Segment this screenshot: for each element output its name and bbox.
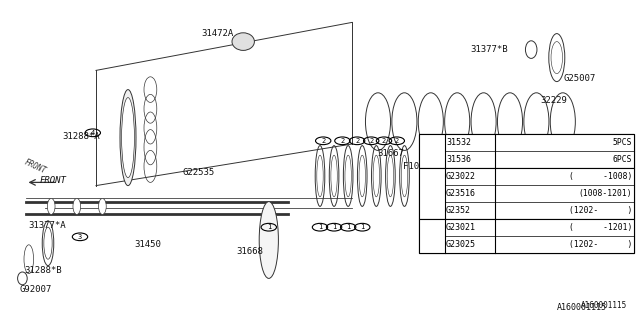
Text: 31536: 31536 (446, 155, 471, 164)
Ellipse shape (232, 33, 254, 51)
Bar (419, 134, 634, 168)
FancyBboxPatch shape (419, 134, 634, 253)
Text: 1: 1 (429, 147, 435, 156)
Text: 1: 1 (360, 224, 364, 230)
Text: FRONT: FRONT (23, 158, 47, 176)
Text: 1: 1 (318, 224, 322, 230)
Text: FRONT: FRONT (40, 176, 67, 185)
Text: G2352: G2352 (446, 206, 471, 215)
Ellipse shape (47, 198, 55, 214)
Text: (1202-      ): (1202- ) (569, 206, 632, 215)
Text: 2: 2 (395, 138, 399, 144)
Text: (1202-      ): (1202- ) (569, 240, 632, 249)
Text: A160001115: A160001115 (581, 301, 627, 310)
Text: 1: 1 (267, 224, 271, 230)
Ellipse shape (120, 90, 136, 186)
Bar (419, 219, 634, 253)
Text: 2: 2 (382, 138, 386, 144)
Text: 31377*A: 31377*A (29, 221, 67, 230)
Text: 2: 2 (369, 138, 373, 144)
Ellipse shape (99, 198, 106, 214)
Text: G25007: G25007 (563, 74, 595, 83)
Text: 1: 1 (346, 224, 350, 230)
Text: G92007: G92007 (19, 285, 51, 294)
Text: G23021: G23021 (446, 223, 476, 232)
Text: 31668: 31668 (237, 247, 264, 256)
Ellipse shape (259, 202, 278, 278)
Text: 31450: 31450 (134, 240, 161, 249)
Text: 2: 2 (321, 138, 325, 144)
Text: 31532: 31532 (446, 138, 471, 147)
Text: G22535: G22535 (182, 168, 214, 177)
Text: G23025: G23025 (446, 240, 476, 249)
Text: 31288*B: 31288*B (24, 266, 62, 275)
Text: 5PCS: 5PCS (613, 138, 632, 147)
Text: 31667: 31667 (378, 149, 404, 158)
Text: 32229: 32229 (541, 96, 568, 105)
Text: (      -1008): ( -1008) (569, 172, 632, 181)
Text: 4: 4 (91, 130, 95, 136)
Text: 31472A: 31472A (202, 29, 234, 38)
Text: F10041: F10041 (403, 162, 435, 171)
Text: 31288*A: 31288*A (63, 132, 100, 140)
Ellipse shape (73, 198, 81, 214)
Text: (      -1201): ( -1201) (569, 223, 632, 232)
Text: 31377*B: 31377*B (470, 45, 508, 54)
Text: 6PCS: 6PCS (613, 155, 632, 164)
Text: G23516: G23516 (446, 189, 476, 198)
Text: 2: 2 (340, 138, 344, 144)
Text: 2: 2 (355, 138, 359, 144)
Text: 4: 4 (429, 231, 435, 240)
Text: 3: 3 (78, 234, 82, 240)
Text: G23022: G23022 (446, 172, 476, 181)
Ellipse shape (122, 98, 134, 178)
Text: 1: 1 (332, 224, 336, 230)
Text: (1008-1201): (1008-1201) (579, 189, 632, 198)
Text: 3: 3 (429, 189, 435, 198)
Bar (419, 168, 634, 219)
Text: A160001115: A160001115 (557, 303, 607, 312)
